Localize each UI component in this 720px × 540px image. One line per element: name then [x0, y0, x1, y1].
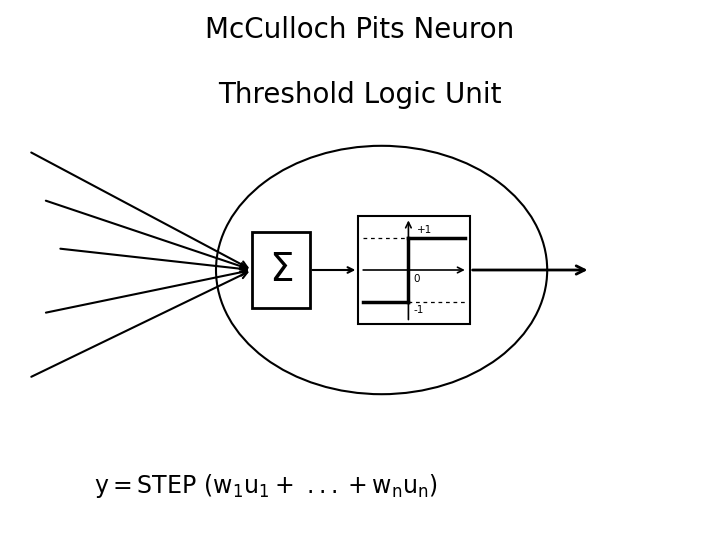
Text: +1: +1: [417, 225, 432, 235]
Text: -1: -1: [413, 305, 424, 315]
FancyBboxPatch shape: [358, 216, 469, 324]
Text: $\Sigma$: $\Sigma$: [269, 251, 293, 289]
FancyBboxPatch shape: [252, 232, 310, 308]
Text: 0: 0: [413, 274, 420, 285]
Text: $\mathsf{y = STEP\ (w_1u_1+\ ...+w_nu_n)}$: $\mathsf{y = STEP\ (w_1u_1+\ ...+w_nu_n)…: [94, 472, 438, 500]
Text: McCulloch Pits Neuron: McCulloch Pits Neuron: [205, 16, 515, 44]
Text: Threshold Logic Unit: Threshold Logic Unit: [218, 81, 502, 109]
